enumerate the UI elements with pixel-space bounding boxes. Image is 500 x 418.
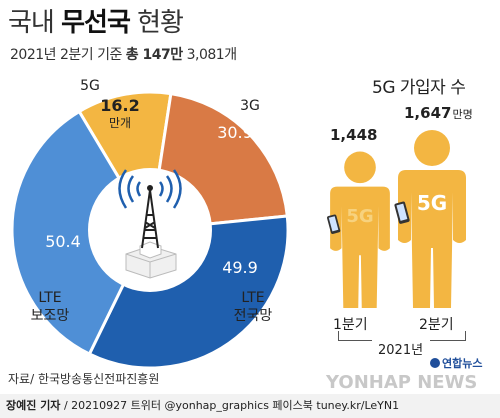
slice-value-3: 50.4 xyxy=(45,232,81,251)
q2-unit: 만명 xyxy=(452,108,473,121)
year-bracket-gap xyxy=(372,336,430,344)
slice-label-2-1: 전국망 xyxy=(234,308,273,324)
person-body-1 xyxy=(398,170,466,308)
q2-label: 2분기 xyxy=(419,317,454,333)
person-0: 5G xyxy=(327,151,390,308)
title-suffix: 현황 xyxy=(137,8,184,38)
year-label: 2021년 xyxy=(378,343,424,358)
title-prefix: 국내 xyxy=(8,8,55,38)
subtitle: 2021년 2분기 기준 총 147만 3,081개 xyxy=(10,44,237,64)
q1-label: 1분기 xyxy=(333,317,368,333)
q2-value-label: 1,647만명 xyxy=(404,104,473,122)
slice-value-1: 30.9 xyxy=(217,123,253,142)
person-body-0 xyxy=(330,186,390,308)
donut-labels: 16.2만개 5G 30.9 3G 49.9 LTE 전국망 50.4 LTE 보조망 xyxy=(31,78,273,324)
person-head-0 xyxy=(344,151,376,184)
agency-logo: 연합뉴스 xyxy=(430,355,482,371)
subtitle-prefix: 2021년 2분기 기준 xyxy=(10,47,122,63)
slice-label-1-0: 3G xyxy=(240,98,260,114)
slice-label-3-1: 보조망 xyxy=(31,308,70,324)
agency-logo-text: 연합뉴스 xyxy=(442,357,483,370)
slice-3 xyxy=(10,109,152,356)
slice-unit: 만개 xyxy=(109,116,131,130)
slice-value-0: 16.2 xyxy=(100,96,139,115)
subscribers-title: 5G 가입자 수 xyxy=(372,78,466,98)
q2-value: 1,647 xyxy=(404,104,452,122)
subtitle-suffix: 3,081개 xyxy=(186,47,237,63)
radio-tower-icon xyxy=(118,169,182,279)
author: 장예진 기자 xyxy=(6,399,61,412)
slice-label-0-0: 5G xyxy=(80,78,100,94)
people-chart: 5G 5G xyxy=(327,130,466,308)
phone-screen-0 xyxy=(328,216,339,232)
person-head-1 xyxy=(414,130,450,166)
yonhap-news-watermark: YONHAP NEWS xyxy=(326,372,478,393)
subtitle-bold: 총 147만 xyxy=(125,47,183,63)
q1-value-label: 1,448 xyxy=(330,126,378,144)
slice-label-2-0: LTE xyxy=(241,290,264,306)
title-bold: 무선국 xyxy=(61,8,131,38)
person-5g-label-0: 5G xyxy=(346,206,373,227)
agency-logo-mark xyxy=(430,358,440,368)
slice-label-3-0: LTE xyxy=(38,290,61,306)
phone-screen-1 xyxy=(396,203,408,221)
slice-value-2: 49.9 xyxy=(222,258,258,277)
donut-chart: 16.2만개 5G 30.9 3G 49.9 LTE 전국망 50.4 LTE 보조망 xyxy=(10,78,290,370)
footer-text: / 20210927 트위터 @yonhap_graphics 페이스북 tun… xyxy=(63,399,400,412)
person-1: 5G xyxy=(394,130,466,308)
page-title: 국내 무선국 현황 xyxy=(8,2,184,39)
footer-credit: 장예진 기자 / 20210927 트위터 @yonhap_graphics 페… xyxy=(0,394,500,418)
source-note: 자료/ 한국방송통신전파진흥원 xyxy=(8,372,160,386)
person-5g-label-1: 5G xyxy=(417,191,447,215)
